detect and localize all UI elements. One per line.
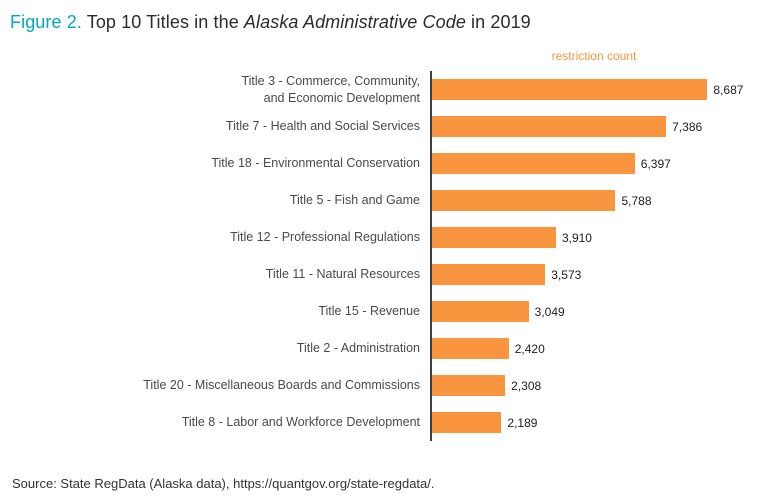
category-label: Title 15 - Revenue — [318, 304, 420, 319]
bar — [432, 412, 502, 433]
bar-value-label: 3,910 — [561, 230, 592, 245]
plot-area: 7,386 — [430, 108, 756, 145]
bar — [432, 79, 708, 100]
chart-row: Title 8 - Labor and Workforce Developmen… — [10, 404, 756, 441]
chart-row: Title 7 - Health and Social Services 7,38… — [10, 108, 756, 145]
plot-area: 5,788 — [430, 182, 756, 219]
label-column-spacer — [10, 49, 430, 69]
figure-title-text: Top 10 Titles in the — [81, 12, 244, 32]
figure-title-italic: Alaska Administrative Code — [243, 12, 466, 32]
bar — [432, 264, 546, 285]
category-label: Title 2 - Administration — [296, 341, 420, 356]
bar-value-label: 2,420 — [514, 341, 545, 356]
plot-area: 8,687 — [430, 71, 756, 108]
bar-value-label: 3,573 — [551, 267, 582, 282]
bar — [432, 116, 667, 137]
bar-value-label: 7,386 — [672, 119, 703, 134]
plot-area: 3,049 — [430, 293, 756, 330]
plot-area: 2,420 — [430, 330, 756, 367]
bar — [432, 301, 529, 322]
bar-value-label: 2,308 — [511, 378, 542, 393]
category-label: Title 3 - Commerce, Community, and Econo… — [241, 73, 420, 105]
bar-value-label: 6,397 — [640, 156, 671, 171]
chart-header: restriction count — [10, 49, 756, 69]
chart-rows: Title 3 - Commerce, Community, and Econo… — [10, 71, 756, 441]
plot-area: 6,397 — [430, 145, 756, 182]
figure-label: Figure 2. — [10, 12, 82, 32]
value-axis-label: restriction count — [551, 49, 637, 63]
plot-area: 3,573 — [430, 256, 756, 293]
chart-row: Title 2 - Administration 2,420 — [10, 330, 756, 367]
bar — [432, 375, 506, 396]
chart-row: Title 18 - Environmental Conservation 6,3… — [10, 145, 756, 182]
chart-row: Title 20 - Miscellaneous Boards and Comm… — [10, 367, 756, 404]
figure-title-suffix: in 2019 — [465, 12, 531, 32]
category-label: Title 8 - Labor and Workforce Developmen… — [181, 415, 420, 430]
bar — [432, 153, 635, 174]
bar-value-label: 5,788 — [621, 193, 652, 208]
category-label: Title 11 - Natural Resources — [265, 267, 420, 282]
category-label: Title 18 - Environmental Conservation — [211, 156, 420, 171]
category-label: Title 12 - Professional Regulations — [230, 230, 420, 245]
bar-value-label: 8,687 — [713, 82, 744, 97]
bar-chart: restriction count Title 3 - Commerce, Co… — [10, 49, 756, 462]
bar-value-label: 2,189 — [507, 415, 538, 430]
chart-row: Title 11 - Natural Resources 3,573 — [10, 256, 756, 293]
figure-title: Figure 2. Top 10 Titles in the Alaska Ad… — [10, 12, 756, 33]
bar — [432, 338, 509, 359]
chart-row: Title 12 - Professional Regulations 3,910 — [10, 219, 756, 256]
bar-value-label: 3,049 — [534, 304, 565, 319]
plot-area: 2,308 — [430, 367, 756, 404]
category-label: Title 7 - Health and Social Services — [225, 119, 420, 134]
category-label: Title 5 - Fish and Game — [289, 193, 420, 208]
chart-row: Title 3 - Commerce, Community, and Econo… — [10, 71, 756, 108]
bar — [432, 227, 556, 248]
chart-row: Title 15 - Revenue 3,049 — [10, 293, 756, 330]
plot-area: 3,910 — [430, 219, 756, 256]
category-label: Title 20 - Miscellaneous Boards and Comm… — [143, 378, 420, 393]
bar — [432, 190, 616, 211]
plot-area: 2,189 — [430, 404, 756, 441]
chart-row: Title 5 - Fish and Game 5,788 — [10, 182, 756, 219]
source-note: Source: State RegData (Alaska data), htt… — [12, 476, 435, 491]
